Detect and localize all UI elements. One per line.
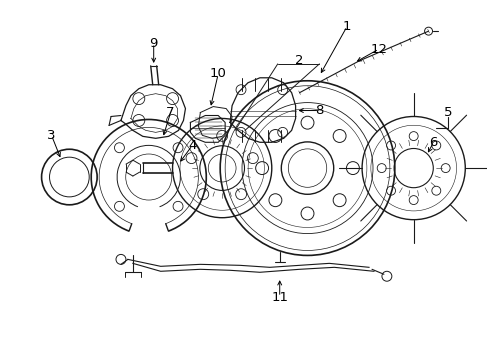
Text: 12: 12 xyxy=(370,42,386,55)
Text: 8: 8 xyxy=(315,104,323,117)
Text: 7: 7 xyxy=(166,106,175,119)
Text: 2: 2 xyxy=(295,54,303,67)
Text: 11: 11 xyxy=(271,291,287,303)
Text: 1: 1 xyxy=(342,20,351,33)
Text: 4: 4 xyxy=(188,139,196,152)
Text: 9: 9 xyxy=(149,37,158,50)
Text: 3: 3 xyxy=(47,129,56,142)
Text: 5: 5 xyxy=(443,106,452,119)
Text: 6: 6 xyxy=(428,136,437,149)
Text: 10: 10 xyxy=(209,67,226,80)
